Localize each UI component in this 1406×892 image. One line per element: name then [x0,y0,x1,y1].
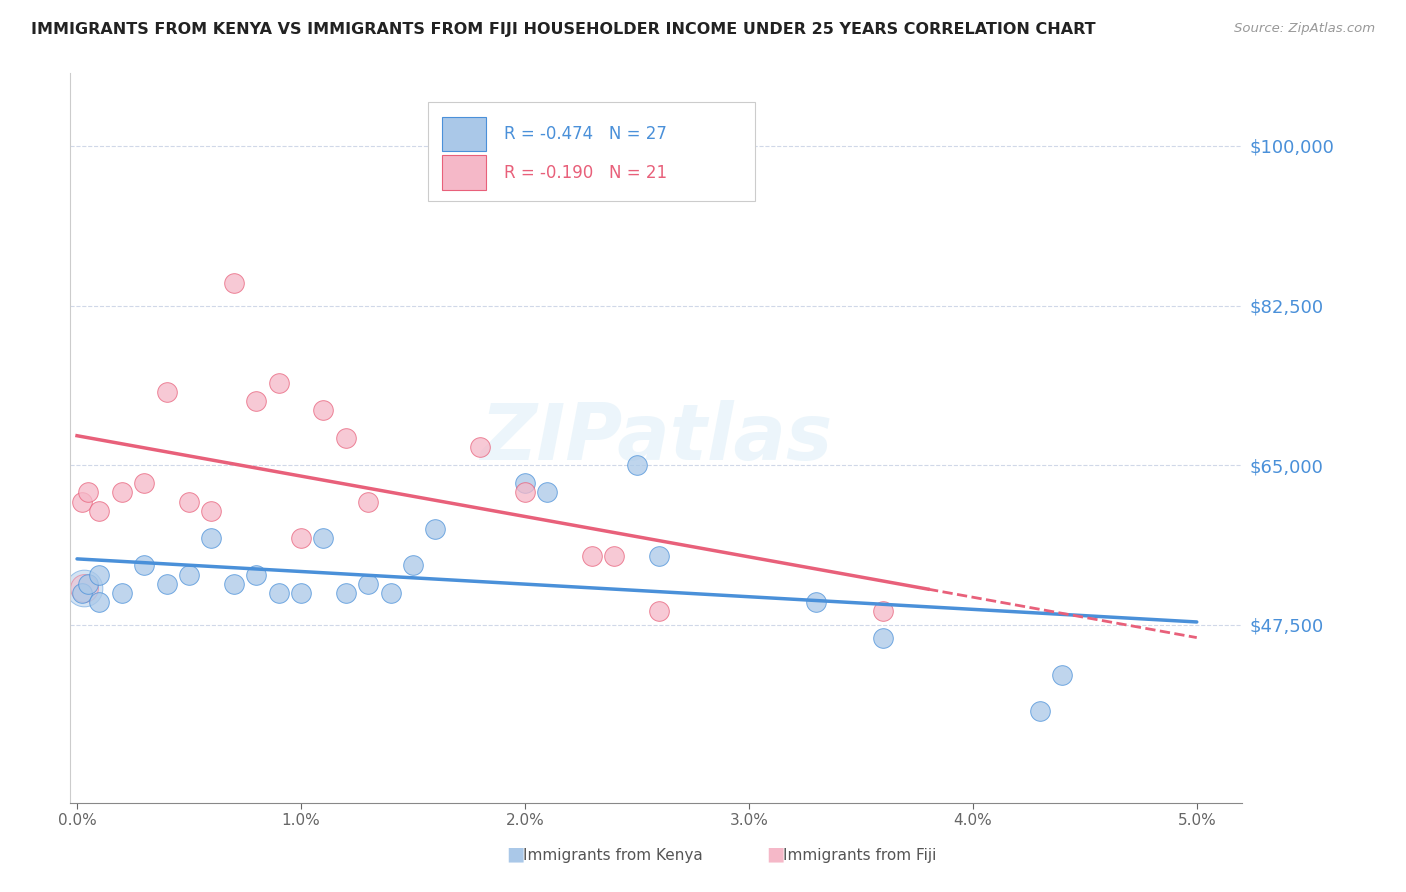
Bar [441,155,486,190]
Text: Source: ZipAtlas.com: Source: ZipAtlas.com [1234,22,1375,36]
Point [536,485,558,500]
Point [70,494,93,508]
Point [290,586,312,600]
Point [111,485,134,500]
Point [267,586,290,600]
Point [335,586,357,600]
Text: Immigrants from Kenya: Immigrants from Kenya [523,848,703,863]
Point [648,604,671,618]
Point [648,549,671,564]
Point [89,567,111,582]
Point [872,632,894,646]
Point [155,385,177,400]
Point [513,476,536,491]
Point [155,576,177,591]
Point [177,567,200,582]
Point [425,522,447,536]
Point [513,485,536,500]
Point [245,394,267,409]
Point [245,567,267,582]
Point [872,604,894,618]
Point [73,581,96,595]
Point [73,581,96,595]
Point [1052,668,1074,682]
Point [312,403,335,417]
Point [335,431,357,445]
Point [312,531,335,545]
Point [222,276,245,290]
Text: ■: ■ [506,845,524,863]
Point [267,376,290,390]
Text: R = -0.190   N = 21: R = -0.190 N = 21 [503,163,666,182]
Point [200,504,222,518]
Point [177,494,200,508]
Point [1029,704,1052,718]
Point [134,476,156,491]
Text: Immigrants from Fiji: Immigrants from Fiji [783,848,936,863]
Text: ■: ■ [766,845,785,863]
Point [200,531,222,545]
Point [357,494,380,508]
Point [804,595,827,609]
Point [89,504,111,518]
Text: R = -0.474   N = 27: R = -0.474 N = 27 [503,125,666,143]
Point [290,531,312,545]
Point [134,558,156,573]
Text: ZIPatlas: ZIPatlas [479,400,832,475]
Point [581,549,603,564]
Point [468,440,491,454]
Point [603,549,626,564]
Point [402,558,425,573]
Point [77,485,100,500]
Point [380,586,402,600]
Bar [427,103,755,201]
Text: IMMIGRANTS FROM KENYA VS IMMIGRANTS FROM FIJI HOUSEHOLDER INCOME UNDER 25 YEARS : IMMIGRANTS FROM KENYA VS IMMIGRANTS FROM… [31,22,1095,37]
Point [70,586,93,600]
Point [626,458,648,472]
Point [77,576,100,591]
Point [222,576,245,591]
Point [357,576,380,591]
Point [89,595,111,609]
Point [111,586,134,600]
Bar [441,117,486,151]
